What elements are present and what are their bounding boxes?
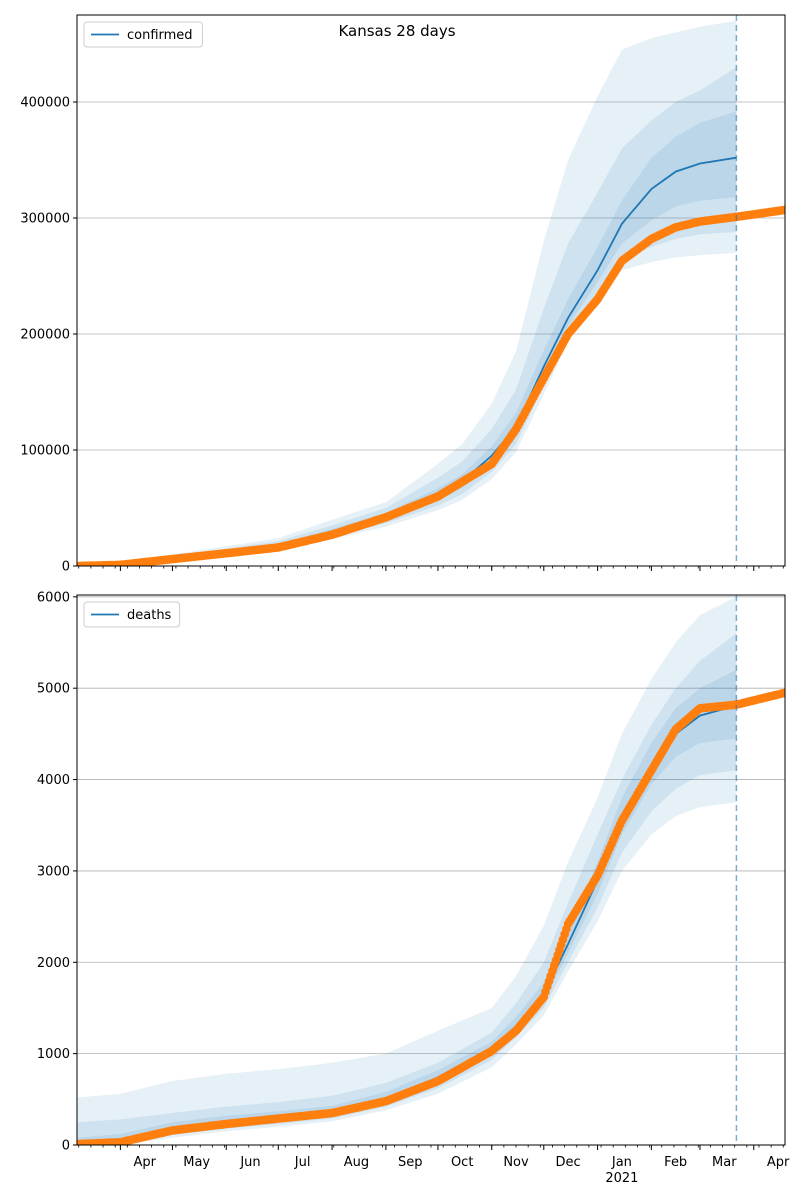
legend-box	[83, 21, 203, 48]
x-tick-label: May	[183, 1155, 210, 1170]
observed-point	[780, 688, 785, 698]
x-tick-label: Jan	[611, 1155, 632, 1170]
confidence-band	[77, 669, 737, 1145]
legend: confirmed	[83, 21, 203, 48]
x-tick-label: Nov	[503, 1155, 529, 1170]
x-tick-label: Apr	[767, 1155, 790, 1170]
x-tick-label: Aug	[344, 1155, 369, 1170]
confidence-band	[77, 596, 737, 1145]
x-year-label: 2021	[605, 1171, 638, 1186]
confidence-band	[77, 20, 737, 566]
observed-points	[77, 205, 785, 566]
x-tick-label: Jun	[239, 1155, 260, 1170]
x-tick-label: Sep	[398, 1155, 423, 1170]
confidence-band	[77, 633, 737, 1145]
confidence-band	[77, 111, 737, 566]
y-tick-label: 0	[62, 1139, 70, 1154]
observed-point	[780, 205, 785, 215]
x-tick-label: Jul	[294, 1155, 311, 1170]
y-tick-label: 4000	[37, 773, 70, 788]
y-tick-label: 300000	[20, 212, 70, 227]
y-tick-label: 200000	[20, 328, 70, 343]
x-tick-label: Oct	[451, 1155, 473, 1170]
plot-area	[77, 596, 785, 1145]
x-tick-label: Apr	[133, 1155, 156, 1170]
y-tick-label: 1000	[37, 1047, 70, 1062]
y-tick-label: 400000	[20, 96, 70, 111]
y-tick-label: 3000	[37, 864, 70, 879]
legend-box	[83, 601, 181, 628]
legend-label: deaths	[127, 608, 172, 623]
x-tick-label: Dec	[556, 1155, 581, 1170]
y-tick-label: 5000	[37, 682, 70, 697]
x-tick-label: Feb	[664, 1155, 687, 1170]
x-tick-label: Mar	[712, 1155, 737, 1170]
y-tick-label: 100000	[20, 444, 70, 459]
y-tick-label: 0	[62, 560, 70, 575]
figure-title: Kansas 28 days	[338, 22, 455, 40]
y-tick-label: 6000	[37, 590, 70, 605]
confidence-band	[77, 67, 737, 566]
chart-confirmed: 0 100000 200000 300000 400000 confirmed	[20, 14, 786, 575]
observed-points	[77, 688, 785, 1145]
legend-label: confirmed	[127, 28, 193, 43]
chart-deaths: 0 1000 2000 3000 4000 5000 6000 Apr May Jun Jul Aug…	[37, 590, 790, 1186]
legend: deaths	[83, 601, 181, 628]
plot-area	[77, 20, 785, 566]
y-tick-label: 2000	[37, 956, 70, 971]
